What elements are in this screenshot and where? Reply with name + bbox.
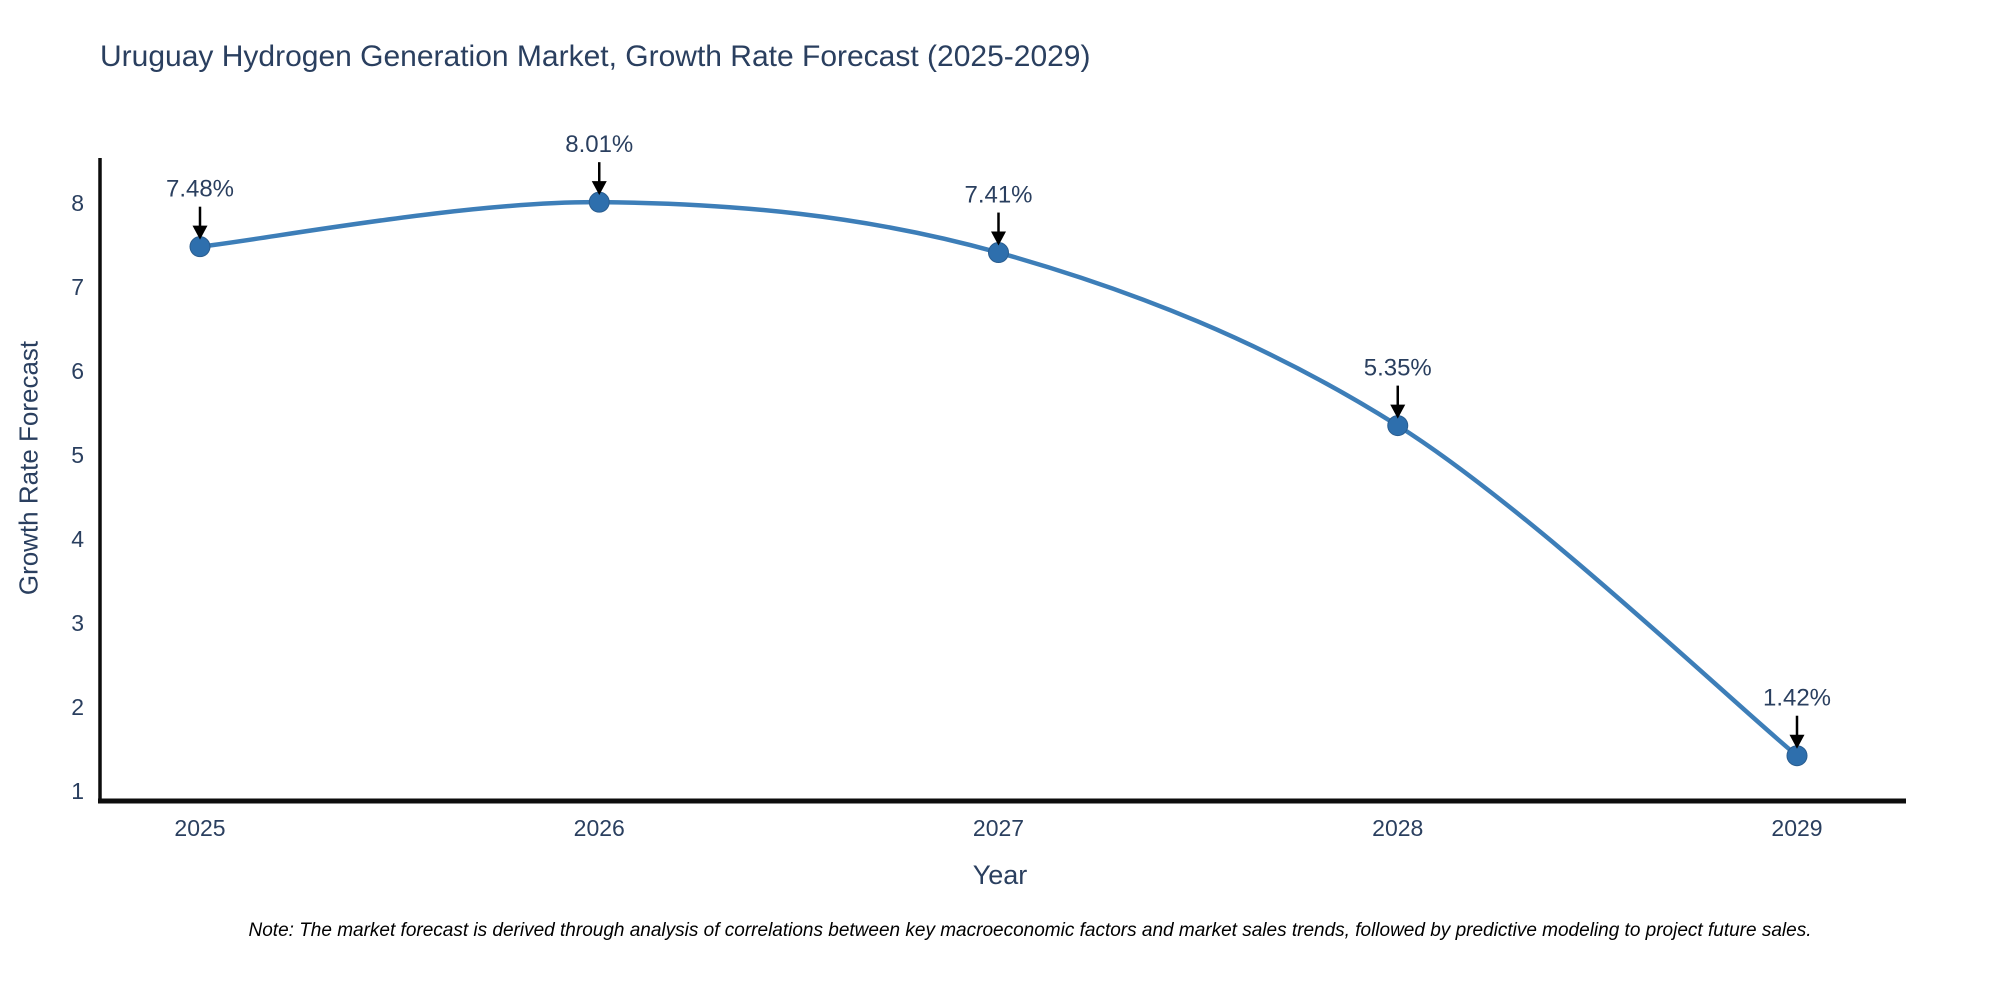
x-tick-label: 2026 <box>574 815 625 841</box>
x-tick-label: 2029 <box>1771 815 1822 841</box>
data-point-label: 7.48% <box>166 176 234 203</box>
data-point-label: 1.42% <box>1763 685 1831 712</box>
x-axis-label: Year <box>972 860 1028 890</box>
y-tick-label: 4 <box>71 526 84 552</box>
x-tick-label: 2027 <box>973 815 1024 841</box>
annotation-arrow-icon <box>591 181 607 196</box>
y-tick-label: 8 <box>71 190 84 216</box>
y-tick-label: 7 <box>71 274 84 300</box>
y-tick-label: 3 <box>71 610 84 636</box>
footnote: Note: The market forecast is derived thr… <box>248 920 1812 941</box>
data-point-label: 8.01% <box>565 131 633 158</box>
forecast-line <box>197 199 1800 758</box>
data-point-label: 5.35% <box>1364 355 1432 382</box>
y-tick-label: 6 <box>71 358 84 384</box>
annotation-arrow-icon <box>991 231 1006 246</box>
annotation-arrow-icon <box>192 225 208 240</box>
y-tick-label: 2 <box>71 694 84 720</box>
data-point-label: 7.41% <box>964 182 1032 209</box>
y-tick-label: 5 <box>71 442 84 468</box>
annotation-arrow-icon <box>1789 734 1805 749</box>
y-tick-label: 1 <box>71 778 84 804</box>
annotation-arrow-icon <box>1390 404 1406 419</box>
x-tick-label: 2028 <box>1372 815 1423 841</box>
x-tick-label: 2025 <box>174 815 225 841</box>
chart-title: Uruguay Hydrogen Generation Market, Grow… <box>100 40 1091 73</box>
